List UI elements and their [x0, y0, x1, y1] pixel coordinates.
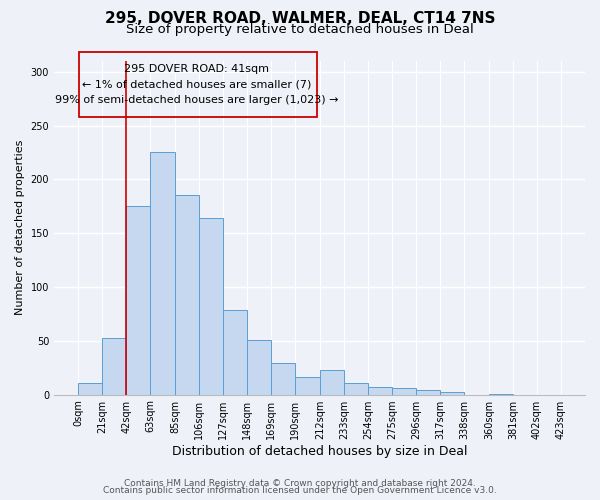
Bar — [175, 196, 199, 394]
Bar — [440, 392, 464, 394]
Bar — [392, 388, 416, 394]
Bar — [295, 378, 320, 394]
Text: Size of property relative to detached houses in Deal: Size of property relative to detached ho… — [126, 22, 474, 36]
X-axis label: Distribution of detached houses by size in Deal: Distribution of detached houses by size … — [172, 444, 467, 458]
Bar — [223, 310, 247, 394]
Bar — [78, 382, 102, 394]
Bar — [199, 218, 223, 394]
Text: Contains public sector information licensed under the Open Government Licence v3: Contains public sector information licen… — [103, 486, 497, 495]
Text: Contains HM Land Registry data © Crown copyright and database right 2024.: Contains HM Land Registry data © Crown c… — [124, 478, 476, 488]
Text: 295 DOVER ROAD: 41sqm
← 1% of detached houses are smaller (7)
99% of semi-detach: 295 DOVER ROAD: 41sqm ← 1% of detached h… — [55, 64, 338, 105]
Bar — [271, 364, 295, 394]
Bar — [320, 370, 344, 394]
Bar — [102, 338, 126, 394]
Text: 295, DOVER ROAD, WALMER, DEAL, CT14 7NS: 295, DOVER ROAD, WALMER, DEAL, CT14 7NS — [105, 11, 495, 26]
Bar — [416, 390, 440, 394]
Bar — [126, 206, 150, 394]
Bar — [150, 152, 175, 394]
Bar — [247, 340, 271, 394]
Bar — [368, 387, 392, 394]
Bar — [344, 382, 368, 394]
Y-axis label: Number of detached properties: Number of detached properties — [15, 140, 25, 316]
